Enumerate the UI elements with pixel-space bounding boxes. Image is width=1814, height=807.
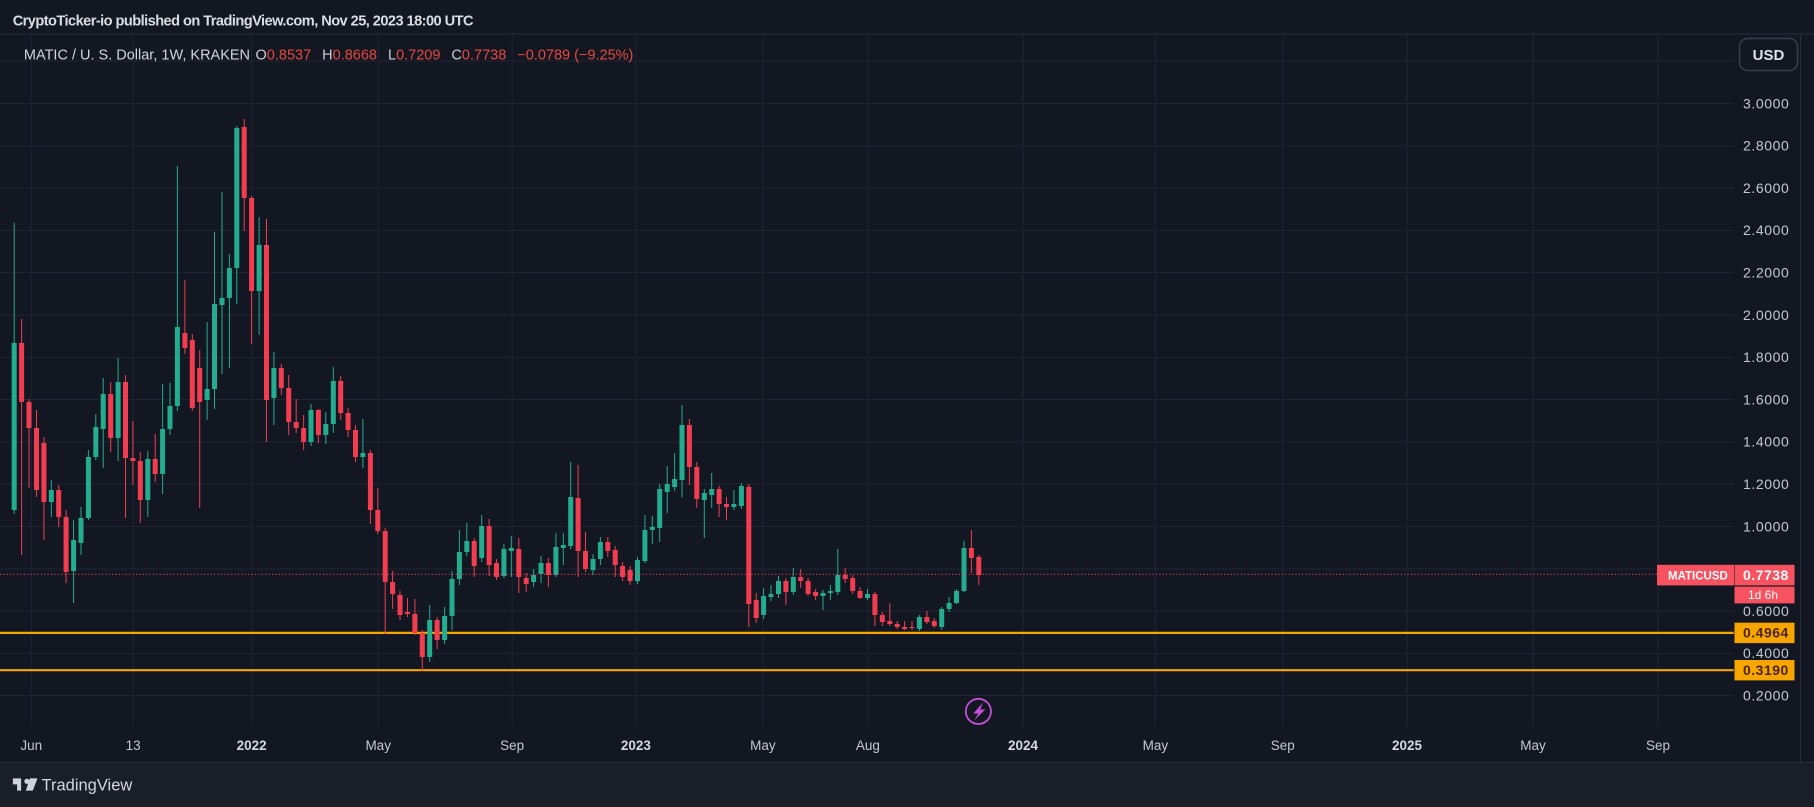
- svg-text:Aug: Aug: [856, 738, 880, 753]
- svg-text:0.4964: 0.4964: [1743, 625, 1789, 641]
- svg-text:May: May: [1143, 738, 1169, 753]
- svg-text:13: 13: [126, 738, 141, 753]
- svg-text:2.6000: 2.6000: [1743, 180, 1789, 196]
- svg-text:2023: 2023: [621, 738, 652, 753]
- svg-text:2024: 2024: [1008, 738, 1039, 753]
- svg-text:MATIC / U. S. Dollar, 1W, KRAK: MATIC / U. S. Dollar, 1W, KRAKEN: [24, 48, 250, 64]
- svg-text:0.6000: 0.6000: [1743, 603, 1789, 619]
- svg-text:1.4000: 1.4000: [1743, 434, 1789, 450]
- svg-text:CryptoTicker-io published on T: CryptoTicker-io published on TradingView…: [13, 14, 474, 30]
- svg-text:2.0000: 2.0000: [1743, 307, 1789, 323]
- svg-text:Sep: Sep: [500, 738, 524, 753]
- svg-text:May: May: [1520, 738, 1546, 753]
- svg-text:2.2000: 2.2000: [1743, 265, 1789, 281]
- svg-text:3.0000: 3.0000: [1743, 95, 1789, 111]
- svg-text:TradingView: TradingView: [42, 777, 133, 795]
- svg-text:0.7738: 0.7738: [1743, 567, 1789, 583]
- svg-text:2025: 2025: [1392, 738, 1423, 753]
- svg-text:Sep: Sep: [1646, 738, 1670, 753]
- svg-text:1.8000: 1.8000: [1743, 349, 1789, 365]
- svg-text:2022: 2022: [237, 738, 267, 753]
- svg-text:2.4000: 2.4000: [1743, 222, 1789, 238]
- svg-text:MATICUSD: MATICUSD: [1668, 570, 1728, 582]
- svg-text:Sep: Sep: [1271, 738, 1295, 753]
- svg-text:1d 6h: 1d 6h: [1748, 588, 1778, 602]
- svg-text:Jun: Jun: [20, 738, 42, 753]
- svg-text:0.2000: 0.2000: [1743, 688, 1789, 704]
- svg-text:May: May: [365, 738, 391, 753]
- svg-text:1.6000: 1.6000: [1743, 391, 1789, 407]
- svg-text:USD: USD: [1753, 47, 1785, 64]
- svg-text:0.4000: 0.4000: [1743, 645, 1789, 661]
- svg-text:2.8000: 2.8000: [1743, 138, 1789, 154]
- svg-text:1.2000: 1.2000: [1743, 476, 1789, 492]
- svg-text:0.3190: 0.3190: [1743, 662, 1789, 678]
- svg-text:May: May: [750, 738, 776, 753]
- svg-text:1.0000: 1.0000: [1743, 518, 1789, 534]
